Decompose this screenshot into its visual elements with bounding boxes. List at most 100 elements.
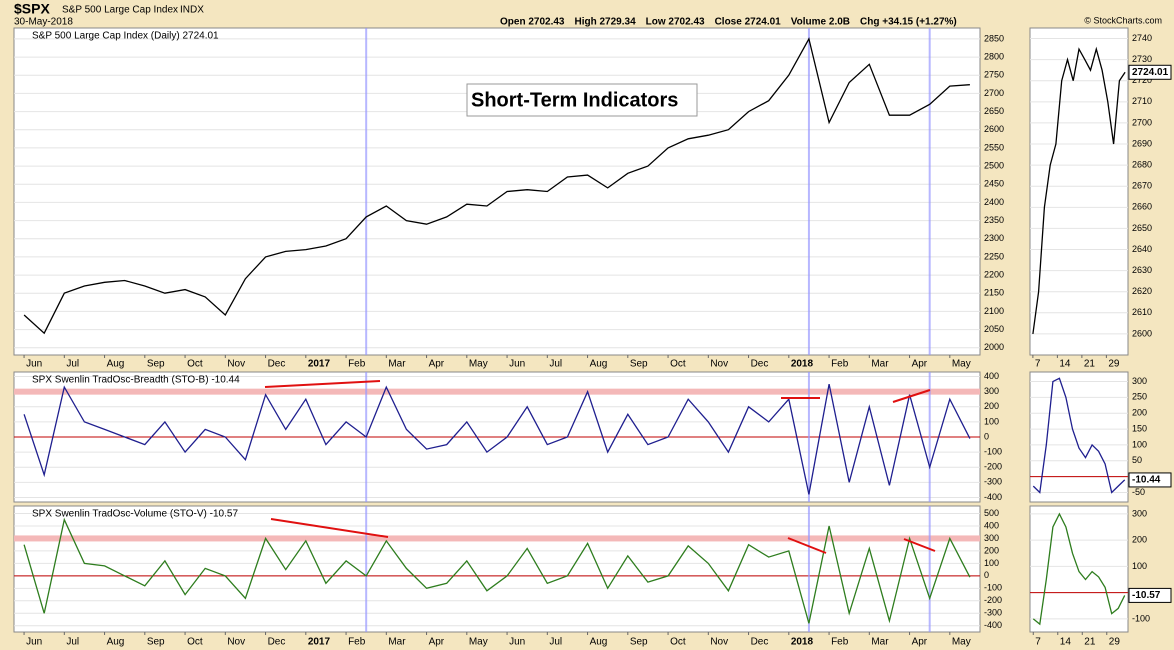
symbol: $SPX [14,1,50,17]
x-tick-label: Dec [268,637,286,648]
y-tick-label: 2800 [984,51,1004,61]
y-tick-label: 200 [1132,535,1147,545]
x-tick-label: 21 [1084,359,1096,370]
x-tick-label: Jun [509,637,525,648]
y-tick-label: 400 [984,520,999,530]
y-tick-label: 250 [1132,392,1147,402]
y-tick-label: 2400 [984,197,1004,207]
y-tick-label: 2050 [984,324,1004,334]
legend: SPX Swenlin TradOsc-Volume (STO-V) -10.5… [32,509,238,520]
quote-item: Volume 2.0B [791,17,850,28]
x-tick-label: Jul [549,359,562,370]
y-tick-label: 2730 [1132,54,1152,64]
y-tick-label: -400 [984,620,1002,630]
last-value-box [1128,64,1172,80]
y-tick-label: 200 [984,401,999,411]
x-tick-label: Apr [429,637,445,648]
x-tick-label: Jul [66,637,79,648]
y-tick-label: 200 [984,545,999,555]
y-tick-label: -300 [984,477,1002,487]
x-tick-label: 2017 [308,637,331,648]
y-tick-label: 2700 [1132,117,1152,127]
x-tick-label: Dec [268,359,286,370]
trend-line [270,518,389,538]
date: 30-May-2018 [14,17,73,28]
x-tick-label: Feb [348,359,366,370]
y-tick-label: 2600 [984,124,1004,134]
y-tick-label: 2620 [1132,286,1152,296]
quote-item: Open 2702.43 [500,17,565,28]
last-value-box [1128,472,1172,488]
x-tick-label: 14 [1059,359,1071,370]
x-tick-label: Mar [871,637,889,648]
y-tick-label: 2750 [984,70,1004,80]
y-tick-label: -400 [984,492,1002,502]
x-tick-label: 7 [1035,359,1041,370]
x-tick-label: Mar [388,359,406,370]
y-tick-label: 2650 [1132,223,1152,233]
legend: SPX Swenlin TradOsc-Breadth (STO-B) -10.… [32,375,240,386]
y-tick-label: 400 [984,371,999,381]
overbought-band [14,535,980,542]
y-tick-label: 2350 [984,215,1004,225]
x-tick-label: 29 [1108,359,1120,370]
y-tick-label: -200 [984,462,1002,472]
x-tick-label: Apr [912,359,928,370]
y-tick-label: 2850 [984,33,1004,43]
y-tick-label: 2700 [984,88,1004,98]
last-value-label: -10.44 [1132,475,1161,486]
y-tick-label: 2200 [984,269,1004,279]
y-tick-label: 100 [1132,561,1147,571]
x-tick-label: May [952,359,971,370]
x-tick-label: Jul [66,359,79,370]
y-tick-label: 500 [984,508,999,518]
y-tick-label: 2720 [1132,75,1152,85]
x-tick-label: Nov [710,359,728,370]
y-tick-label: -300 [984,608,1002,618]
y-tick-label: 300 [1132,508,1147,518]
y-tick-label: 150 [1132,423,1147,433]
x-tick-label: 2018 [791,359,814,370]
x-tick-label: Nov [227,359,245,370]
last-value-box [1128,587,1172,603]
x-tick-label: Aug [107,359,125,370]
series-line [23,517,971,624]
x-tick-label: 7 [1035,637,1041,648]
trend-line [787,537,827,554]
x-tick-label: Oct [670,637,686,648]
x-tick-label: Aug [107,637,125,648]
x-tick-label: Mar [388,637,406,648]
y-tick-label: 0 [984,431,989,441]
x-tick-label: Feb [831,359,849,370]
y-tick-label: 2100 [984,306,1004,316]
y-tick-label: 2610 [1132,307,1152,317]
y-tick-label: 2600 [1132,328,1152,338]
x-tick-label: Feb [831,637,849,648]
y-tick-label: 50 [1132,455,1142,465]
x-tick-label: Dec [751,637,769,648]
series-line [1032,46,1126,334]
y-tick-label: 2660 [1132,202,1152,212]
y-tick-label: 2670 [1132,181,1152,191]
x-tick-label: Apr [429,359,445,370]
y-tick-label: 2640 [1132,244,1152,254]
x-tick-label: Mar [871,359,889,370]
x-tick-label: Sep [147,359,165,370]
x-tick-label: 2018 [791,637,814,648]
y-tick-label: 2450 [984,179,1004,189]
x-tick-label: Oct [187,637,203,648]
x-tick-label: Sep [630,359,648,370]
y-tick-label: 2550 [984,142,1004,152]
x-tick-label: 2017 [308,359,331,370]
series-line [23,383,971,495]
y-tick-label: -100 [984,583,1002,593]
x-tick-label: 14 [1060,637,1072,648]
y-tick-label: 200 [1132,408,1147,418]
x-tick-label: 29 [1109,637,1121,648]
y-tick-label: 100 [984,416,999,426]
y-tick-label: 300 [984,533,999,543]
y-tick-label: 2300 [984,233,1004,243]
x-tick-label: May [952,637,971,648]
series-line [1032,512,1126,626]
